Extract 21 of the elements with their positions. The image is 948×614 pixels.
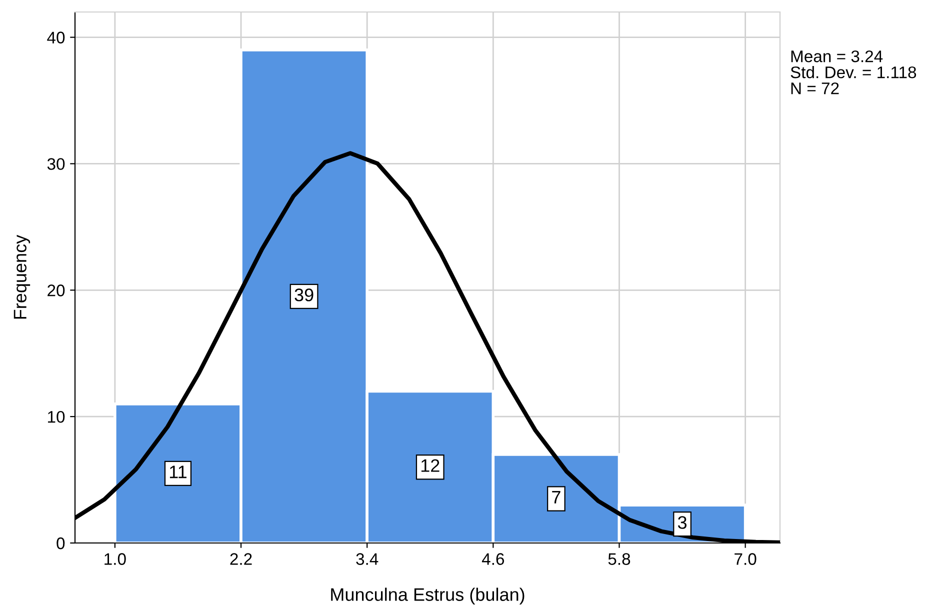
y-tick-label: 20: [48, 284, 65, 296]
y-tick-label: 30: [47, 158, 65, 170]
text: N = 72: [791, 82, 839, 94]
data-label: 11: [170, 466, 186, 478]
data-label: 12: [421, 459, 440, 472]
x-tick-label: 4.6: [482, 553, 504, 565]
data-label: 3: [678, 516, 687, 529]
data-label: 39: [294, 288, 314, 302]
y-tick-label: 0: [56, 537, 65, 550]
x-axis-title: Munculna Estrus (bulan): [331, 588, 524, 605]
text: Std. Dev. = 1.118: [790, 66, 916, 78]
x-tick-label: 5.8: [608, 553, 630, 565]
x-tick-label: 3.4: [356, 553, 378, 565]
y-tick-label: 40: [47, 32, 65, 44]
y-axis-title: Frequency: [14, 234, 30, 319]
x-tick-label: 1.0: [104, 553, 126, 565]
x-tick-label: 2.2: [230, 553, 252, 565]
text: Mean = 3.24: [791, 50, 883, 62]
data-label: 7: [552, 490, 560, 504]
x-tick-label: 7.0: [734, 553, 756, 565]
y-tick-label: 10: [48, 410, 65, 423]
